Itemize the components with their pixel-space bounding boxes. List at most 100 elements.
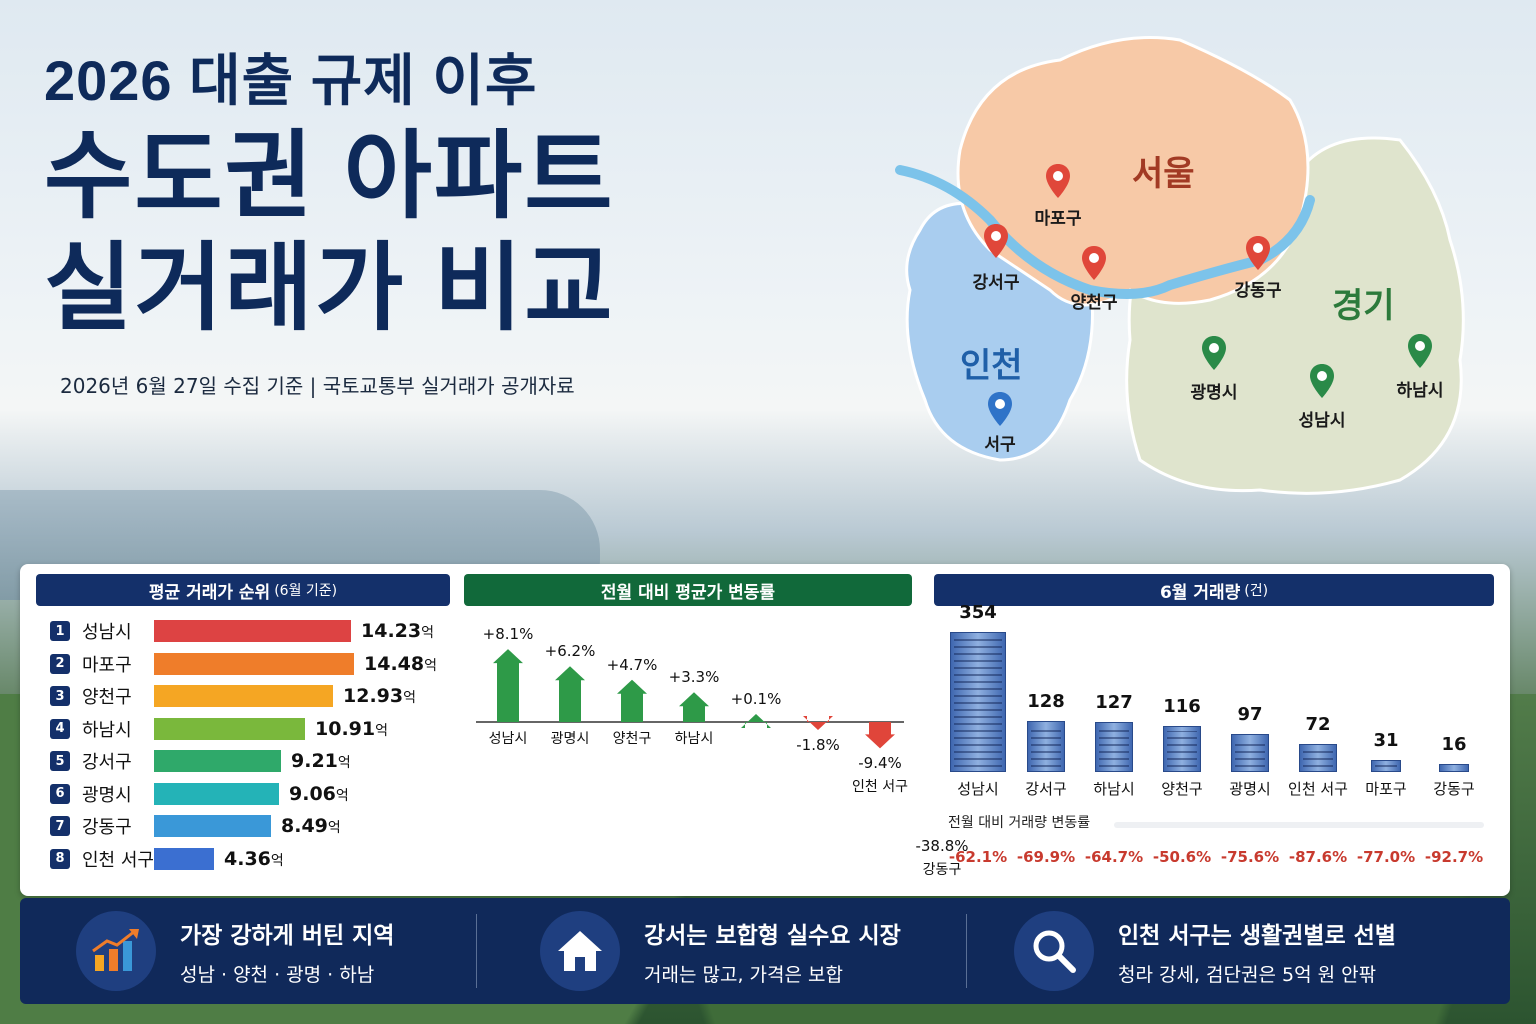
rank-name: 광명시 — [82, 784, 132, 806]
volume-category-label: 인천 서구 — [1288, 780, 1348, 798]
volume-category-label: 강서구 — [1025, 780, 1067, 798]
change-arrow — [679, 692, 709, 722]
footer-item-1: 가장 강하게 버틴 지역 성남 · 양천 · 광명 · 하남 — [76, 898, 394, 1004]
rank-unit: 억 — [403, 690, 416, 706]
volume-bar — [1439, 764, 1469, 772]
change-arrow — [865, 722, 895, 749]
rank-row: 6 광명시 9.06억 — [50, 781, 349, 807]
change-panel-title: 전월 대비 평균가 변동률 — [600, 582, 776, 603]
volume-category-label: 하남시 — [1093, 780, 1135, 798]
volume-change-label: -64.7% — [1084, 848, 1144, 866]
pin-icon[interactable] — [1309, 364, 1335, 398]
change-arrow — [617, 679, 647, 722]
change-bar — [493, 649, 523, 722]
volume-change-label: -75.6% — [1220, 848, 1280, 866]
pin-icon[interactable] — [1081, 246, 1107, 280]
change-chart: +8.1% 성남시 +6.2% 광명시 +4.7% 양천구 +3.3% 하남시 +0.1% -1.… — [464, 612, 969, 896]
region-label-incheon: 인천 — [960, 346, 1023, 386]
title-line-1: 2026 대출 규제 이후 — [44, 49, 538, 112]
volume-count-label: 354 — [959, 602, 997, 623]
footer-heading-2: 강서는 보합형 실수요 시장 — [644, 922, 901, 949]
footer-item-3: 인천 서구는 생활권별로 선별 청라 강세, 검단권은 5억 원 안팎 — [1014, 898, 1396, 1004]
volume-bar — [950, 632, 1006, 772]
footer-sub-3: 청라 강세, 검단권은 5억 원 안팎 — [1118, 963, 1377, 986]
volume-count-label: 116 — [1163, 696, 1201, 717]
rank-row: 2 마포구 14.48억 — [50, 651, 437, 677]
volume-change-label: -69.9% — [1016, 848, 1076, 866]
search-icon — [1014, 911, 1094, 991]
rank-number: 8 — [50, 848, 70, 869]
region-label-seoul: 서울 — [1132, 154, 1195, 194]
stats-panels: 평균 거래가 순위 (6월 기준) 1 성남시 14.23억 2 마포구 14.48억 3 양… — [20, 564, 1510, 896]
volume-category-label: 강동구 — [1433, 780, 1475, 798]
pin-label-seongnam: 성남시 — [1298, 411, 1346, 431]
change-arrow — [555, 666, 585, 722]
change-bar — [555, 666, 585, 722]
volume-bar — [1231, 734, 1269, 772]
rank-bar — [154, 815, 271, 837]
rank-bar — [154, 750, 281, 772]
volume-count-label: 72 — [1305, 714, 1331, 735]
volume-change-label: -50.6% — [1152, 848, 1212, 866]
pin-label-seogu: 서구 — [984, 435, 1016, 455]
volume-change-label: -87.6% — [1288, 848, 1348, 866]
title-block: 2026 대출 규제 이후 수도권 아파트 실거래가 비교 — [44, 36, 615, 341]
rank-panel-note: (6월 기준) — [274, 583, 338, 599]
change-arrow — [741, 714, 771, 728]
rank-panel-header: 평균 거래가 순위 (6월 기준) — [36, 574, 450, 606]
change-value-label: -1.8% — [796, 736, 840, 754]
rank-row: 3 양천구 12.93억 — [50, 683, 416, 709]
rank-number: 4 — [50, 718, 70, 739]
change-value-label: -9.4% — [858, 754, 902, 773]
rank-row: 1 성남시 14.23억 — [50, 618, 434, 644]
pin-icon[interactable] — [1407, 334, 1433, 368]
change-bar — [741, 714, 771, 728]
change-bar — [803, 716, 833, 730]
pin-icon[interactable] — [987, 392, 1013, 426]
volume-count-label: 128 — [1027, 691, 1065, 712]
pin-label-yangcheon: 양천구 — [1070, 293, 1118, 313]
volume-bar — [1371, 760, 1401, 772]
home-icon — [540, 911, 620, 991]
rank-panel-title: 평균 거래가 순위 — [148, 582, 271, 603]
pin-icon[interactable] — [1245, 236, 1271, 270]
volume-category-label: 성남시 — [957, 780, 999, 798]
footer-sub-1: 성남 · 양천 · 광명 · 하남 — [180, 963, 375, 986]
volume-subtitle-rule — [1114, 822, 1484, 828]
volume-category-label: 마포구 — [1365, 780, 1407, 798]
rank-bar — [154, 620, 351, 642]
volume-count-label: 97 — [1237, 704, 1263, 725]
pin-label-gwangmyeong: 광명시 — [1190, 383, 1238, 403]
footer-summary: 가장 강하게 버틴 지역 성남 · 양천 · 광명 · 하남 강서는 보합형 실… — [20, 898, 1510, 1004]
change-arrow — [803, 716, 833, 730]
rank-row: 4 하남시 10.91억 — [50, 716, 388, 742]
rank-bar — [154, 782, 279, 805]
rank-name: 인천 서구 — [82, 849, 154, 871]
volume-bar — [1027, 721, 1065, 772]
change-arrow — [493, 649, 523, 722]
rank-bar — [154, 685, 333, 707]
volume-change-label: -77.0% — [1356, 848, 1416, 866]
region-label-gyeonggi: 경기 — [1332, 286, 1395, 326]
volume-bars-area — [934, 612, 1494, 772]
rank-value: 14.23억 — [361, 620, 434, 642]
pin-label-mapo: 마포구 — [1034, 209, 1082, 229]
change-value-label: +8.1% — [482, 625, 534, 644]
footer-sub-2: 거래는 많고, 가격은 보합 — [644, 963, 843, 986]
rank-unit: 억 — [337, 755, 351, 771]
rank-number: 2 — [50, 653, 70, 674]
pin-icon[interactable] — [1201, 336, 1227, 370]
volume-chart: 354 성남시 -62.1% 128 강서구 -69.9% 127 하남시 -64.7% 116 양… — [934, 602, 1494, 896]
pin-icon[interactable] — [1045, 164, 1071, 198]
footer-divider — [966, 914, 967, 988]
rank-row: 8 인천 서구 4.36억 — [50, 846, 284, 872]
rank-unit: 억 — [270, 852, 284, 869]
rank-bar — [154, 717, 305, 740]
rank-unit: 억 — [335, 787, 349, 804]
volume-panel-header: 6월 거래량 (건) — [934, 574, 1494, 606]
rank-name: 하남시 — [82, 719, 132, 741]
pin-icon[interactable] — [983, 224, 1009, 258]
volume-panel-note: (건) — [1244, 583, 1269, 599]
rank-number: 6 — [50, 783, 70, 804]
rank-unit: 억 — [327, 820, 341, 836]
